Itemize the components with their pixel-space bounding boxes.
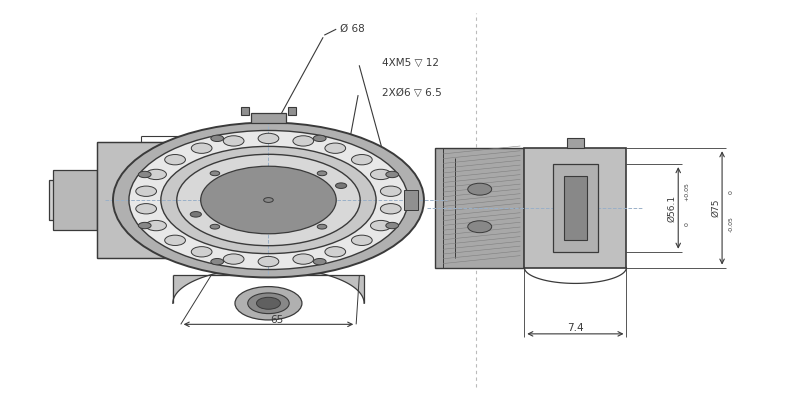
Bar bbox=[524, 148, 626, 268]
Circle shape bbox=[370, 169, 391, 180]
Circle shape bbox=[223, 136, 244, 146]
Text: 65: 65 bbox=[270, 315, 283, 325]
Polygon shape bbox=[173, 268, 364, 303]
Bar bbox=[566, 138, 584, 148]
Circle shape bbox=[177, 154, 360, 246]
Bar bbox=[97, 142, 265, 258]
Circle shape bbox=[248, 293, 289, 314]
Bar bbox=[250, 113, 286, 122]
Text: 0: 0 bbox=[685, 222, 690, 226]
Circle shape bbox=[264, 198, 274, 202]
Circle shape bbox=[161, 146, 376, 254]
Bar bbox=[564, 176, 587, 240]
Text: +0.05: +0.05 bbox=[685, 183, 690, 202]
Circle shape bbox=[211, 135, 223, 142]
Bar bbox=[553, 164, 598, 252]
Text: Ø56.1: Ø56.1 bbox=[667, 194, 676, 222]
Circle shape bbox=[293, 254, 314, 264]
Bar bbox=[54, 170, 97, 230]
Circle shape bbox=[235, 286, 302, 320]
Bar bbox=[404, 190, 418, 210]
Circle shape bbox=[257, 297, 281, 309]
Circle shape bbox=[138, 171, 151, 178]
Bar bbox=[197, 184, 269, 216]
Circle shape bbox=[258, 133, 279, 144]
Circle shape bbox=[136, 204, 157, 214]
Circle shape bbox=[146, 220, 166, 231]
Bar bbox=[173, 176, 269, 224]
Circle shape bbox=[165, 235, 186, 246]
Circle shape bbox=[138, 222, 151, 229]
Circle shape bbox=[293, 136, 314, 146]
Circle shape bbox=[258, 256, 279, 267]
Circle shape bbox=[129, 130, 408, 270]
Bar bbox=[50, 180, 97, 220]
Circle shape bbox=[314, 135, 326, 142]
Circle shape bbox=[381, 186, 401, 196]
Circle shape bbox=[210, 171, 220, 176]
Circle shape bbox=[351, 154, 372, 165]
Circle shape bbox=[335, 183, 346, 188]
Circle shape bbox=[136, 186, 157, 196]
Circle shape bbox=[165, 154, 186, 165]
Circle shape bbox=[386, 222, 398, 229]
Circle shape bbox=[211, 258, 223, 265]
Text: 0: 0 bbox=[729, 190, 734, 194]
Circle shape bbox=[190, 212, 202, 217]
Text: -0.05: -0.05 bbox=[729, 216, 734, 232]
Circle shape bbox=[381, 204, 401, 214]
Circle shape bbox=[318, 224, 326, 229]
Circle shape bbox=[191, 247, 212, 257]
Text: 2XØ6 ▽ 6.5: 2XØ6 ▽ 6.5 bbox=[382, 88, 442, 98]
Circle shape bbox=[223, 254, 244, 264]
Circle shape bbox=[146, 169, 166, 180]
Circle shape bbox=[351, 235, 372, 246]
Circle shape bbox=[314, 258, 326, 265]
Circle shape bbox=[386, 171, 398, 178]
Text: Ø75: Ø75 bbox=[711, 199, 720, 217]
Text: 7.4: 7.4 bbox=[567, 323, 584, 333]
Circle shape bbox=[201, 166, 336, 234]
Bar bbox=[241, 108, 249, 114]
Circle shape bbox=[113, 122, 424, 278]
Circle shape bbox=[370, 220, 391, 231]
Bar bbox=[435, 148, 524, 268]
Bar bbox=[288, 108, 296, 114]
Circle shape bbox=[191, 143, 212, 153]
Circle shape bbox=[325, 143, 346, 153]
Circle shape bbox=[210, 224, 220, 229]
Text: Ø 68: Ø 68 bbox=[340, 24, 365, 34]
Circle shape bbox=[325, 247, 346, 257]
Circle shape bbox=[318, 171, 326, 176]
Circle shape bbox=[468, 221, 492, 233]
Circle shape bbox=[468, 183, 492, 195]
Text: 4XM5 ▽ 12: 4XM5 ▽ 12 bbox=[382, 58, 439, 68]
